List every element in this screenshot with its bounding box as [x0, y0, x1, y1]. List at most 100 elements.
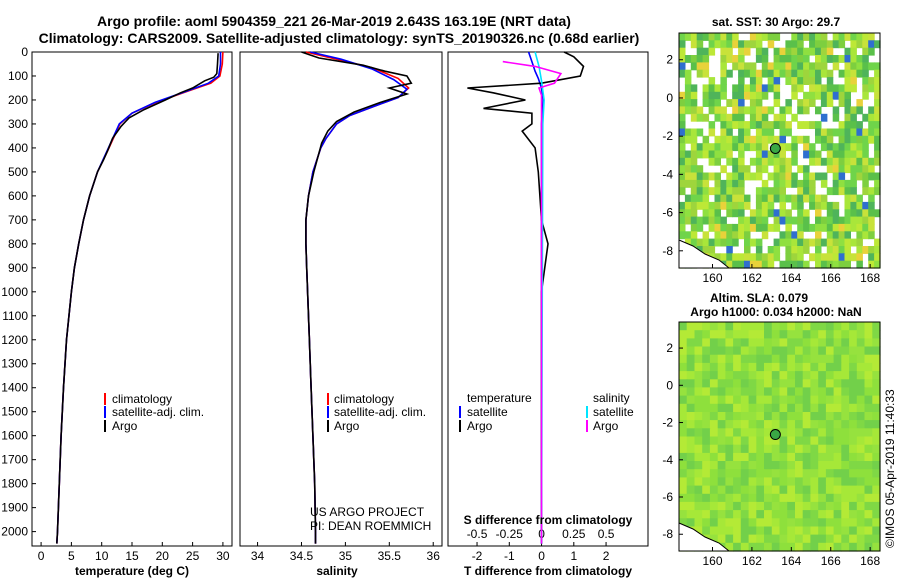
map-cell	[810, 322, 819, 331]
map-cell	[702, 354, 711, 364]
map-cell	[850, 165, 857, 174]
map-cell	[868, 157, 875, 166]
map-cell	[850, 187, 857, 196]
map-cell	[708, 223, 716, 232]
map-cell	[702, 99, 710, 107]
depth-tick-label: 1300	[1, 357, 28, 371]
map-cell	[872, 510, 881, 519]
map-cell	[738, 62, 745, 71]
map-cell	[694, 403, 703, 413]
map-cell	[825, 338, 835, 348]
map-cell	[733, 403, 742, 413]
map-cell	[815, 84, 822, 93]
map-cell	[740, 542, 750, 552]
map-x-tick-label: 166	[821, 271, 841, 285]
map-cell	[714, 157, 721, 166]
map-cell	[818, 354, 827, 364]
map-cell	[815, 209, 822, 218]
map-cell	[874, 179, 881, 188]
map-cell	[872, 354, 881, 364]
map-cell	[694, 322, 703, 331]
map-cell	[833, 477, 842, 487]
map-cell	[740, 338, 750, 348]
map-cell	[779, 150, 786, 159]
map-cell	[825, 485, 835, 495]
map-cell	[841, 485, 850, 495]
map-cell	[708, 157, 716, 166]
map-cell	[791, 91, 798, 100]
map-cell	[868, 62, 875, 71]
map-cell	[797, 55, 804, 63]
map-cell	[850, 40, 857, 49]
map-cell	[850, 179, 857, 188]
map-cell	[872, 379, 881, 389]
map-frame	[678, 32, 881, 269]
map-cell	[749, 84, 757, 93]
map-cell	[679, 371, 688, 380]
map-cell	[686, 493, 695, 503]
map-cell	[862, 172, 869, 181]
map-cell	[720, 253, 727, 262]
map-cell	[838, 253, 846, 262]
map-cell	[767, 260, 775, 269]
x-tick-label: 20	[156, 549, 170, 563]
salinity-chart: 34 34.5 35 35.5 36	[251, 51, 440, 563]
map-cell	[874, 106, 881, 115]
map-cell	[809, 91, 816, 100]
map-cell	[856, 201, 863, 210]
difference-chart: -2 -1 0 1 2-0.5 -0.25 0 0.25 0.5	[467, 51, 615, 563]
map-cell	[756, 395, 765, 405]
map-cell	[850, 84, 857, 93]
map-cell	[720, 55, 727, 63]
map-cell	[679, 469, 688, 478]
map-cell	[826, 216, 834, 225]
map-cell	[748, 428, 757, 438]
map-cell	[684, 209, 692, 218]
map-cell	[791, 55, 798, 63]
map-cell	[773, 223, 781, 232]
map-cell	[684, 179, 692, 188]
map-cell	[844, 201, 851, 210]
map-cell	[738, 135, 745, 144]
map-cell	[872, 452, 881, 462]
map-cell	[748, 346, 757, 356]
map-cell	[864, 485, 873, 495]
map-cell	[825, 510, 835, 519]
map-cell	[787, 395, 796, 405]
map-cell	[849, 469, 858, 478]
map-cell	[726, 55, 733, 63]
map-cell	[809, 238, 816, 247]
map-cell	[738, 209, 745, 218]
map-cell	[679, 428, 688, 438]
map-cell	[767, 33, 775, 41]
map-cell	[818, 330, 827, 339]
map-cell	[748, 534, 757, 544]
map-cell	[733, 436, 742, 446]
map-cell	[749, 223, 757, 232]
map-cell	[825, 518, 835, 528]
map-cell	[838, 231, 846, 240]
map-cell	[849, 501, 858, 511]
map-cell	[732, 194, 739, 203]
map-cell	[809, 150, 816, 159]
map-cell	[679, 91, 686, 100]
map-cell	[702, 477, 711, 487]
map-cell	[841, 461, 850, 470]
map-cell	[744, 172, 751, 181]
map-cell	[679, 165, 686, 174]
map-cell	[709, 346, 719, 356]
map-cell	[749, 40, 757, 49]
depth-tick-label: 500	[8, 165, 28, 179]
map-cell	[844, 260, 851, 269]
map-cell	[694, 436, 703, 446]
x-tick-label: 5	[68, 549, 75, 563]
map-cell	[748, 469, 757, 478]
x-tick-label: 15	[125, 549, 139, 563]
sla-map-title-1: Altim. SLA: 0.079	[710, 291, 808, 305]
map-cell	[779, 121, 786, 129]
map-cell	[684, 99, 692, 107]
map-cell	[755, 201, 763, 210]
map-cell	[779, 106, 786, 115]
map-cell	[779, 469, 788, 478]
